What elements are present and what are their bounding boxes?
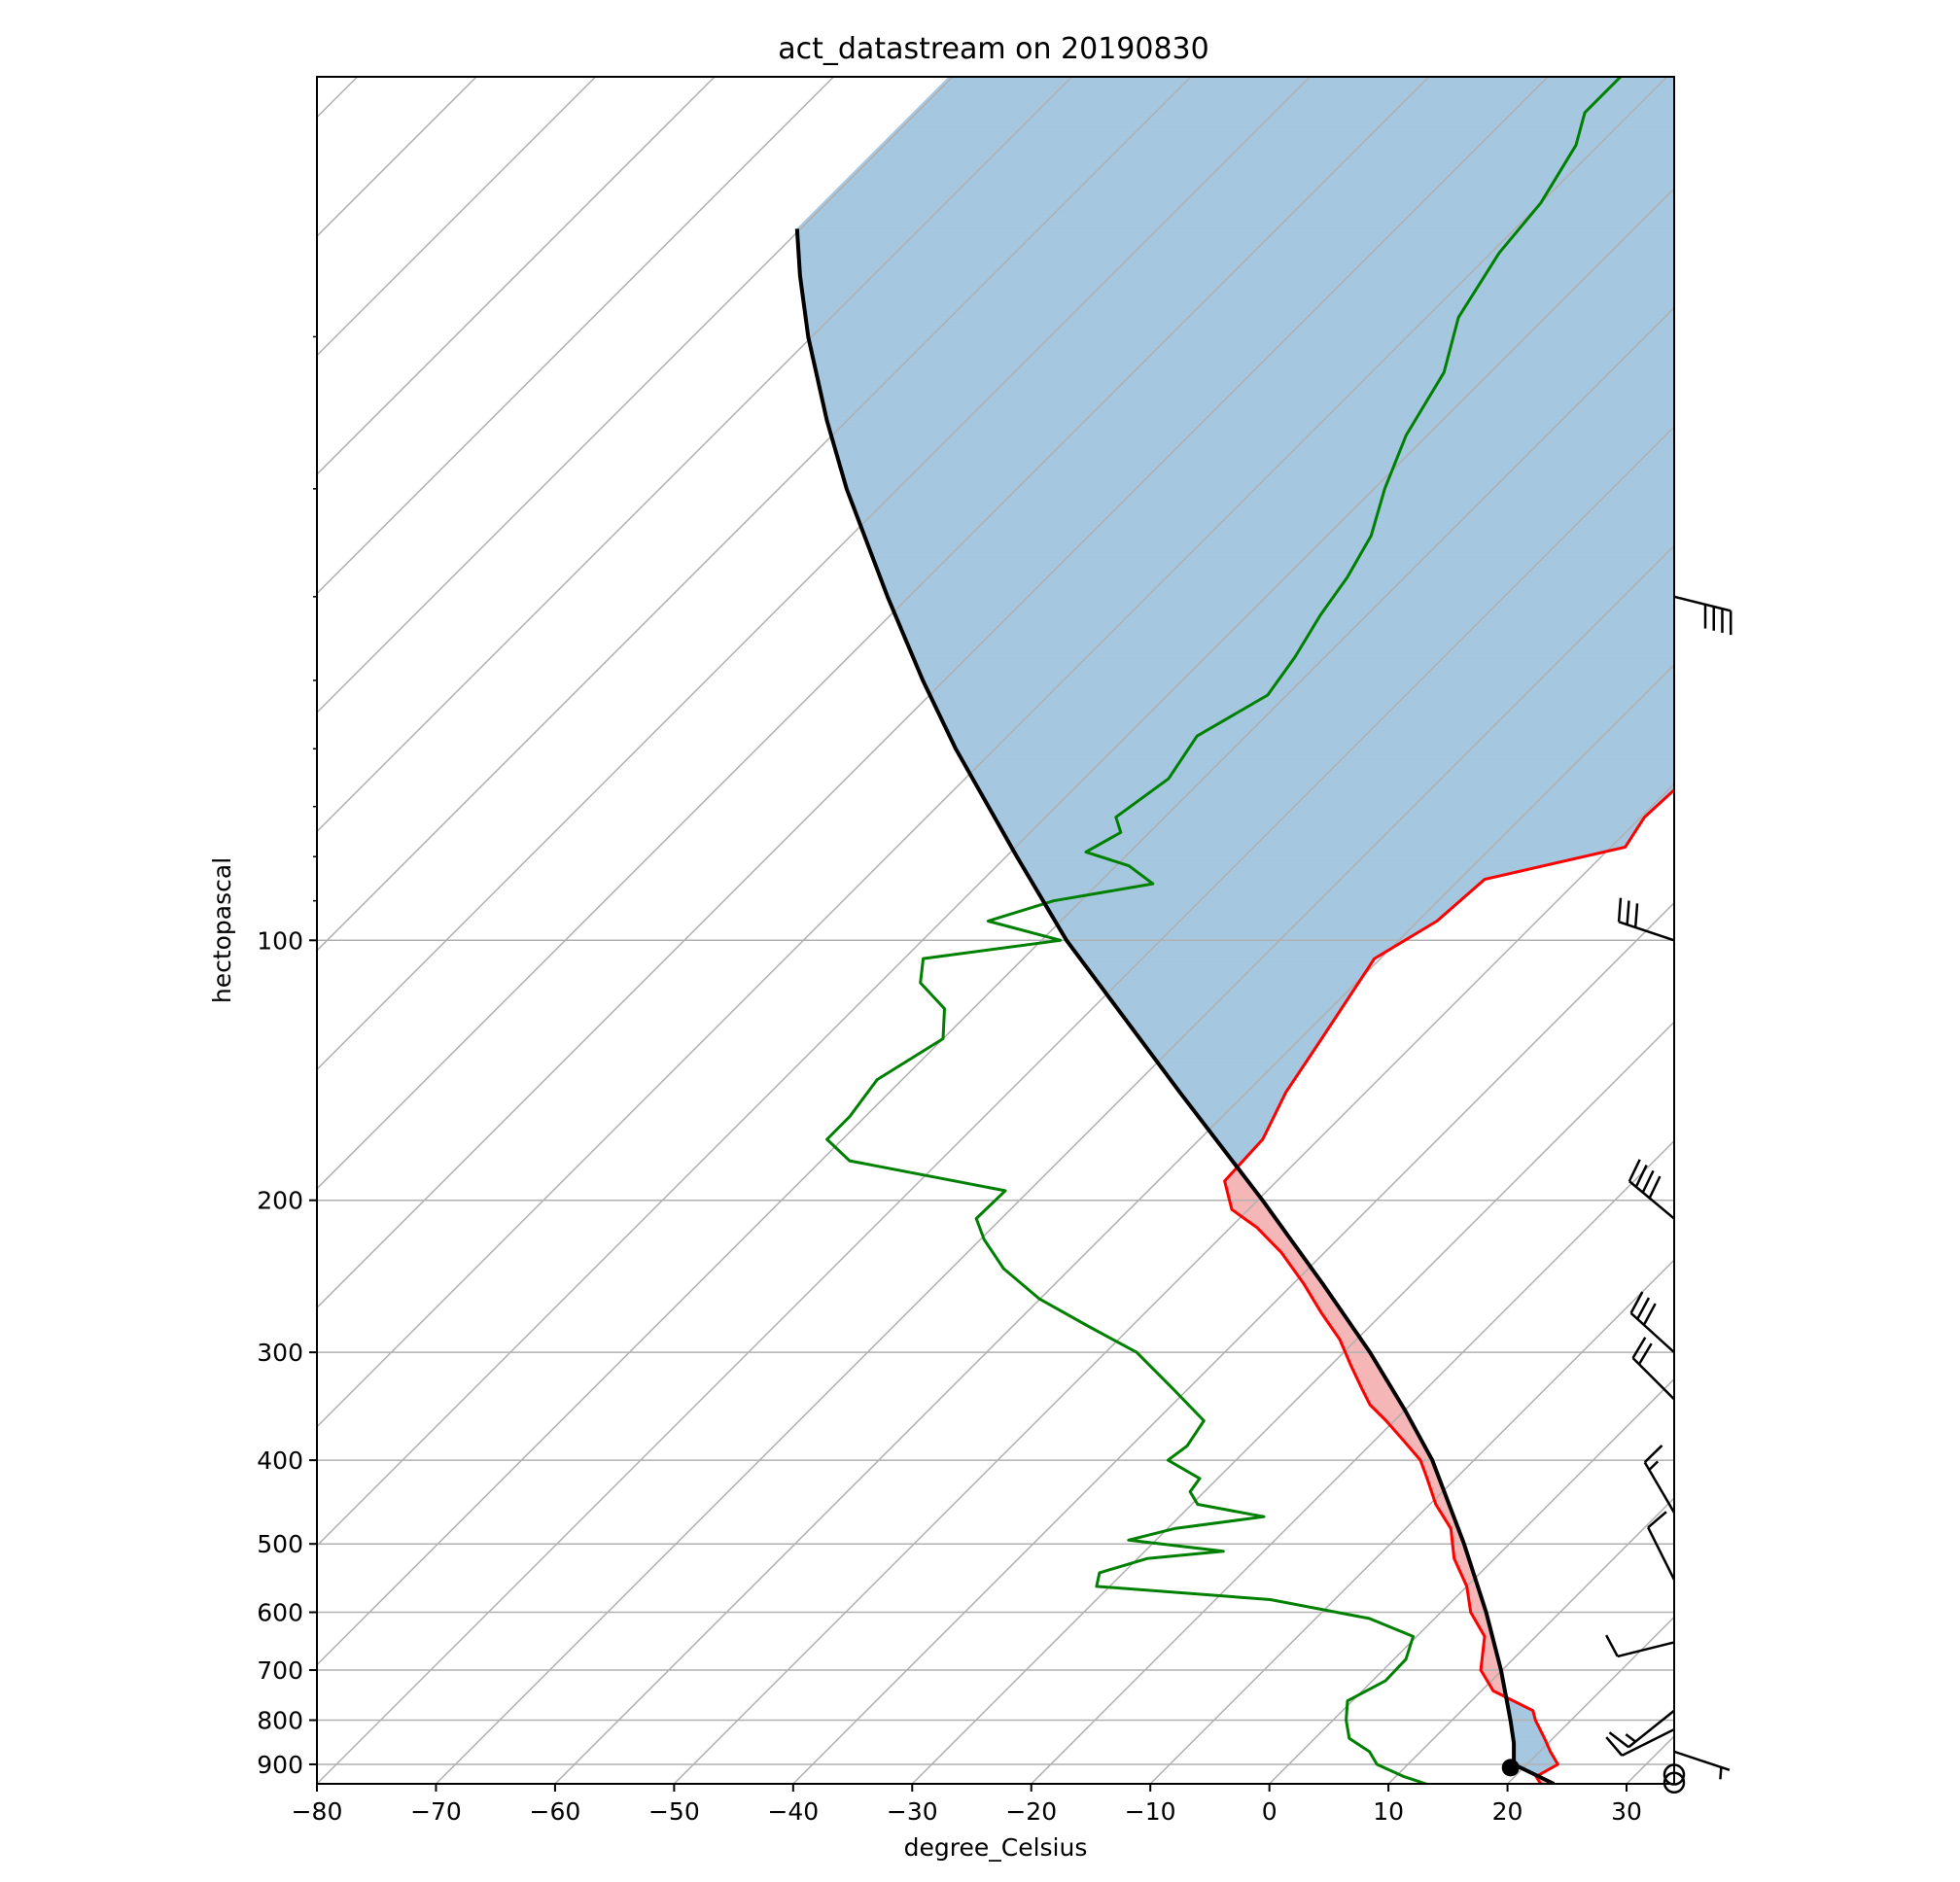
x-axis-ticks: −80 −70 −60 −50 −40 −30 −20 −10 0 10 20 30 [292,1784,1642,1826]
isotherm-gridline [1626,1734,1674,1784]
isotherm-gridline [317,77,1311,1071]
y-tick-label: 600 [257,1599,303,1627]
isotherm-gridline [317,77,1430,1190]
temperature-line [1223,787,1674,1784]
wind-barb [1673,1750,1731,1780]
isotherm-gridline [1031,1139,1674,1784]
isotherm-gridline [317,77,1668,1428]
cin-shading [956,69,1960,70]
wind-barb [1628,1159,1675,1220]
y-tick-label: 800 [257,1707,303,1735]
cin-shading [951,74,1960,75]
wind-barb [1647,1511,1676,1581]
isotherm-gridline [1269,1377,1674,1784]
x-tick-label: −70 [410,1797,462,1826]
isotherm-gridline [673,783,1674,1784]
isotherm-gridline [317,77,834,595]
plot-area [0,67,1960,1784]
x-tick-label: −40 [767,1797,819,1826]
wind-barb [1608,1709,1675,1749]
isotherm-gridline [435,544,1674,1784]
isotherm-gridline [317,77,954,714]
isotherm-gridline [317,77,359,119]
isotherm-gridline [317,77,716,476]
cin-shading [957,68,1960,69]
wind-barbs [1605,595,1732,1795]
isotherm-gridline [0,77,120,1784]
isotherm-gridline [317,77,1549,1309]
cin-shading [952,73,1960,74]
isotherm-gridline [317,77,1192,952]
isotherm-gridline [317,188,1674,1548]
y-axis-ticks: 100 200 300 400 500 600 700 800 900 [257,335,317,1779]
x-tick-label: 20 [1492,1797,1523,1826]
dewpoint-line [825,77,1622,1784]
chart-title: act_datastream on 20190830 [778,32,1208,66]
isotherm-gridline [1745,77,1960,1784]
wind-barb [1631,1337,1675,1401]
x-tick-label: 10 [1373,1797,1404,1826]
plot-frame [316,76,1675,1785]
y-tick-label: 900 [257,1751,303,1779]
y-tick-label: 100 [257,926,303,955]
wind-barb [1605,1634,1675,1658]
wind-barb [1643,1445,1676,1514]
isotherm-gridline [317,77,477,238]
isotherm-gridline [1387,1497,1674,1784]
x-tick-label: −50 [648,1797,700,1826]
isotherm-gridline [317,425,1674,1784]
y-axis-label: hectopascal [208,857,236,1003]
profile-lines [794,77,1674,1784]
cin-cape-shading [795,67,1960,1784]
cin-shading [955,70,1960,71]
isotherm-gridline [317,306,1674,1666]
cin-shading [958,67,1960,68]
wind-barb [1673,595,1732,636]
wind-barb [1617,897,1675,942]
y-tick-label: 700 [257,1656,303,1685]
cin-shading [950,75,1960,76]
x-tick-label: −20 [1005,1797,1057,1826]
y-tick-label: 500 [257,1530,303,1558]
x-tick-label: −10 [1125,1797,1176,1826]
isotherm-gridline [317,77,1072,833]
x-axis-label: degree_Celsius [904,1833,1088,1862]
grid-lines [0,77,1960,1784]
y-tick-label: 300 [257,1339,303,1367]
isotherm-gridline [554,663,1674,1784]
cin-shading [954,72,1960,73]
wind-barb [1605,1727,1675,1757]
parcel-start-marker [1501,1759,1520,1777]
wind-barb [1629,1291,1675,1354]
x-tick-label: −30 [887,1797,938,1826]
y-tick-label: 200 [257,1187,303,1215]
x-tick-label: 0 [1262,1797,1278,1826]
isotherm-gridline [911,1021,1674,1784]
x-tick-label: −60 [530,1797,581,1826]
y-tick-label: 400 [257,1446,303,1475]
isotherm-gridline [0,77,238,1784]
parcel-path-line [794,228,1556,1784]
x-tick-label: 30 [1611,1797,1642,1826]
x-tick-label: −80 [292,1797,343,1826]
